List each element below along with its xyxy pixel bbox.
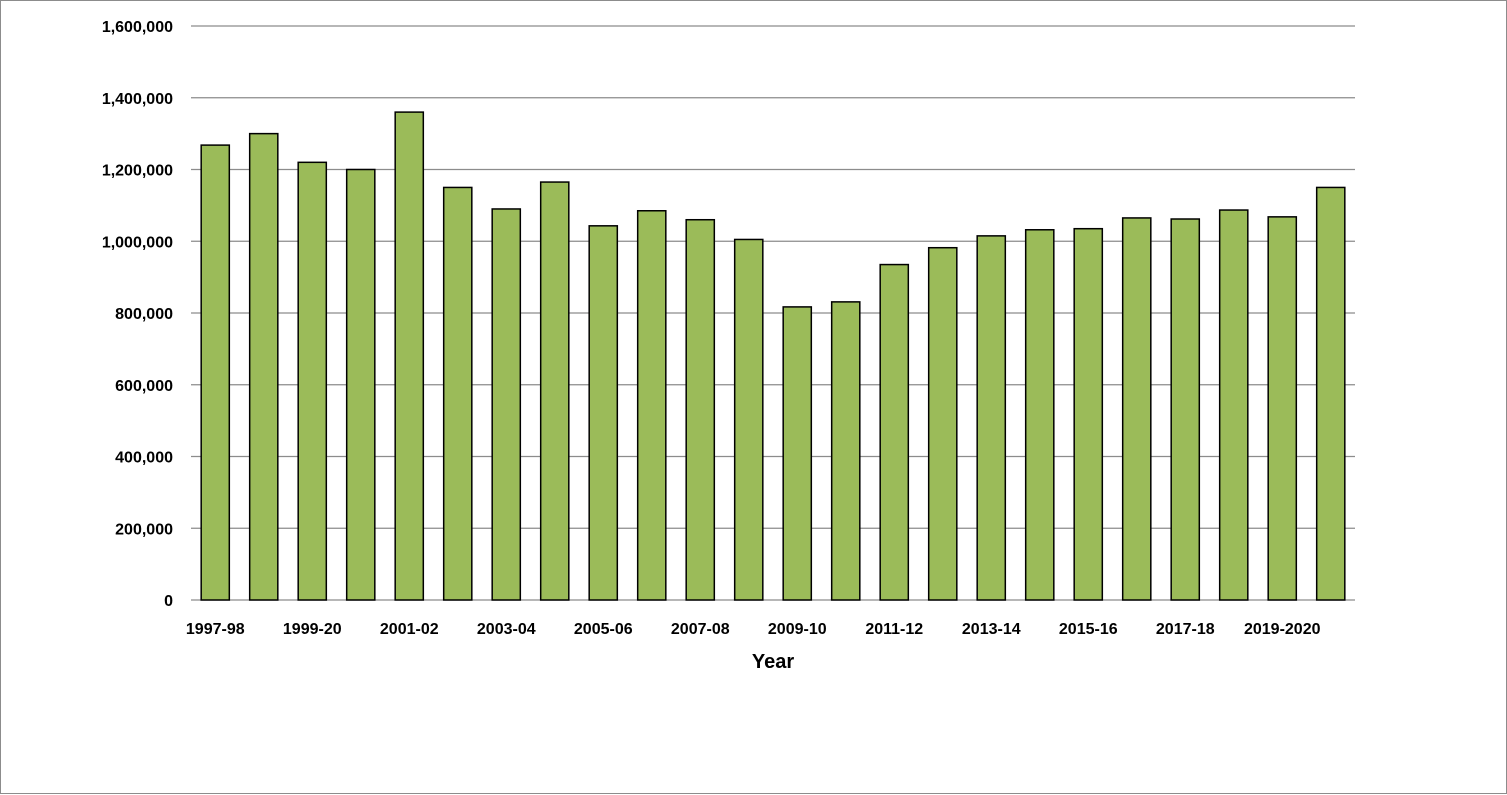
bar-2018-19 xyxy=(1218,209,1249,601)
x-tick-label: 1997-98 xyxy=(186,621,245,638)
x-tick-label: 1999-20 xyxy=(283,621,342,638)
x-tick-label: 2017-18 xyxy=(1156,621,1215,638)
bar-2015-16 xyxy=(1073,227,1104,601)
bar-2014-15 xyxy=(1024,229,1055,601)
bar-2011-12 xyxy=(879,263,910,601)
x-tick-label: 2005-06 xyxy=(574,621,633,638)
y-axis-tick-labels: 0 200,000 400,000 600,000 800,000 1,000,000 1,… xyxy=(102,19,173,610)
y-tick-label: 1,200,000 xyxy=(102,163,173,180)
bar-2020-21 xyxy=(1315,186,1346,601)
gridlines xyxy=(191,25,1355,601)
y-tick-label: 400,000 xyxy=(115,450,173,467)
bar-2003-04 xyxy=(491,208,522,601)
x-tick-label: 2015-16 xyxy=(1059,621,1118,638)
x-tick-label: 2001-02 xyxy=(380,621,439,638)
bar-2017-18 xyxy=(1170,218,1201,601)
x-tick-label: 2007-08 xyxy=(671,621,730,638)
bar-2010-11 xyxy=(830,301,861,601)
bar-2005-06 xyxy=(588,225,619,601)
bar-2001-02 xyxy=(394,111,425,601)
bar-1999-20 xyxy=(297,161,328,601)
bar-2009-10 xyxy=(782,306,813,601)
bar-2007-08 xyxy=(685,218,716,601)
bar-2016-17 xyxy=(1121,217,1152,601)
bar-2002-03 xyxy=(442,186,473,601)
bar-2004-05 xyxy=(539,181,570,601)
x-axis-tick-labels: 1997-98 1999-20 2001-02 2003-04 2005-06 2007-… xyxy=(186,621,1321,638)
y-tick-label: 1,000,000 xyxy=(102,234,173,251)
bar-2006-07 xyxy=(636,210,667,601)
y-tick-label: 200,000 xyxy=(115,521,173,538)
y-tick-label: 1,400,000 xyxy=(102,91,173,108)
bar-2000-01 xyxy=(345,168,376,601)
bar-2008-09 xyxy=(733,238,764,601)
y-tick-label: 800,000 xyxy=(115,306,173,323)
bar-2012-13 xyxy=(927,246,958,601)
bar-2019-2020 xyxy=(1267,216,1298,601)
bar-2013-14 xyxy=(976,235,1007,601)
bar-1997-98 xyxy=(200,144,231,601)
bars xyxy=(200,111,1346,601)
x-tick-label: 2019-2020 xyxy=(1244,621,1321,638)
bar-1998-99 xyxy=(248,132,279,601)
x-tick-label: 2011-12 xyxy=(865,621,923,638)
y-tick-label: 600,000 xyxy=(115,378,173,395)
y-tick-label: 1,600,000 xyxy=(102,19,173,36)
x-tick-label: 2009-10 xyxy=(768,621,827,638)
x-axis-title: Year xyxy=(752,651,794,673)
y-tick-label: 0 xyxy=(164,593,173,610)
x-tick-label: 2003-04 xyxy=(477,621,536,638)
x-tick-label: 2013-14 xyxy=(962,621,1021,638)
